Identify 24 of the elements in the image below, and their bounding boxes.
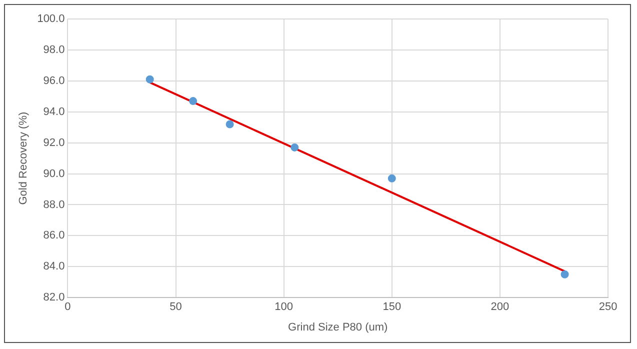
x-tick-label: 100 xyxy=(274,301,294,314)
x-tick-label: 250 xyxy=(598,301,618,314)
y-tick-label: 88.0 xyxy=(43,198,65,211)
x-tick-label: 150 xyxy=(382,301,402,314)
y-tick-label: 92.0 xyxy=(43,136,65,149)
x-tick-label: 0 xyxy=(64,301,71,314)
y-tick-label: 100.0 xyxy=(37,13,65,26)
y-tick-label: 84.0 xyxy=(43,260,65,273)
y-tick-label: 86.0 xyxy=(43,230,65,242)
x-axis-title: Grind Size P80 (um) xyxy=(288,321,388,334)
y-tick-label: 94.0 xyxy=(43,106,65,118)
y-axis-title: Gold Recovery (%) xyxy=(18,112,30,205)
point xyxy=(290,143,299,152)
point xyxy=(146,75,154,84)
x-tick-label: 50 xyxy=(170,301,182,314)
y-tick-label: 96.0 xyxy=(43,74,65,87)
point xyxy=(189,97,198,106)
y-tick-label: 82.0 xyxy=(43,292,65,304)
point xyxy=(560,270,569,278)
y-tick-label: 90.0 xyxy=(43,168,65,180)
point xyxy=(388,174,396,182)
y-tick-label: 98.0 xyxy=(43,44,65,56)
point xyxy=(226,120,234,128)
x-tick-label: 200 xyxy=(490,301,510,314)
